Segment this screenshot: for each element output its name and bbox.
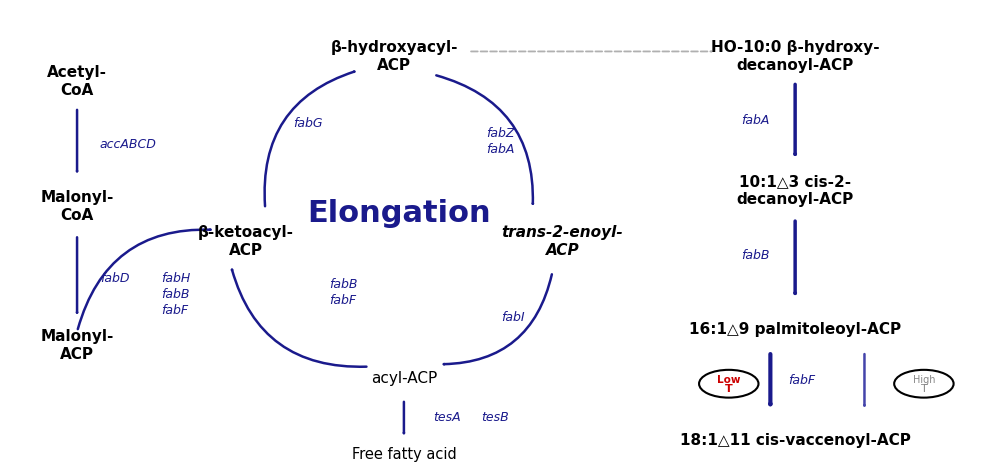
Text: tesB: tesB [481,411,509,424]
Text: acyl-ACP: acyl-ACP [371,371,437,386]
Text: HO-10:0 β-hydroxy-
decanoyl-ACP: HO-10:0 β-hydroxy- decanoyl-ACP [711,39,879,73]
Text: 16:1△9 palmitoleoyl-ACP: 16:1△9 palmitoleoyl-ACP [689,322,901,337]
Text: fabD: fabD [100,272,129,285]
Text: Low: Low [717,375,740,385]
Text: fabG: fabG [293,117,323,130]
Text: Malonyl-
CoA: Malonyl- CoA [41,190,114,223]
Text: Elongation: Elongation [307,199,491,228]
Text: trans-2-enoyl-
ACP: trans-2-enoyl- ACP [502,225,623,258]
Text: fabA: fabA [741,114,769,128]
Text: T: T [725,384,733,394]
Text: accABCD: accABCD [100,137,156,151]
Text: fabB: fabB [741,249,769,262]
Text: β-hydroxyacyl-
ACP: β-hydroxyacyl- ACP [331,39,458,73]
Text: fabB
fabF: fabB fabF [330,278,359,307]
Text: Free fatty acid: Free fatty acid [352,447,456,462]
Text: 18:1△11 cis-vaccenoyl-ACP: 18:1△11 cis-vaccenoyl-ACP [679,433,910,448]
Text: fabH
fabB
fabF: fabH fabB fabF [161,272,190,317]
Text: fabZ
fabA: fabZ fabA [486,127,515,156]
Text: High: High [912,375,935,385]
Text: β-ketoacyl-
ACP: β-ketoacyl- ACP [197,225,294,258]
Text: T: T [920,384,927,394]
Text: tesA: tesA [433,411,461,424]
Text: fabI: fabI [501,311,525,325]
Text: fabF: fabF [788,374,816,387]
Text: 10:1△3 cis-2-
decanoyl-ACP: 10:1△3 cis-2- decanoyl-ACP [736,174,854,207]
Text: Acetyl-
CoA: Acetyl- CoA [47,65,107,98]
Text: Malonyl-
ACP: Malonyl- ACP [41,329,114,362]
